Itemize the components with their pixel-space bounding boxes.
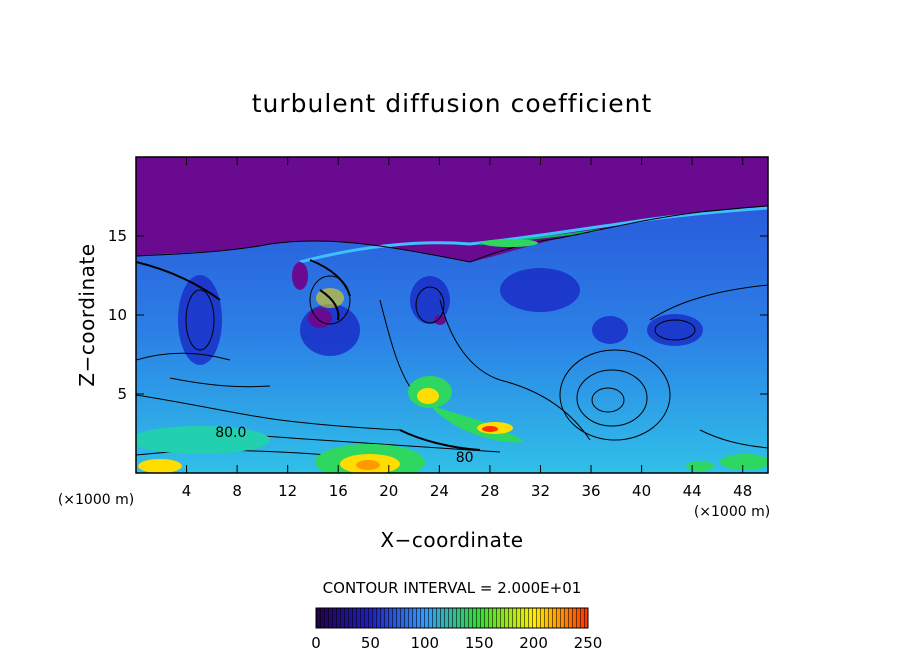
dark-eddies (178, 268, 703, 365)
x-tick-label: 20 (379, 482, 398, 500)
x-axis-ticks: 4 8 12 16 20 24 28 32 36 40 44 48 (182, 157, 752, 500)
x-tick-label: 40 (632, 482, 651, 500)
colorbar-tick-label: 200 (519, 634, 548, 652)
x-tick-label: 4 (182, 482, 192, 500)
x-tick-label: 28 (480, 482, 499, 500)
colorbar-tick-label: 150 (465, 634, 494, 652)
colorbar-ticks: 0 50 100 150 200 250 (311, 634, 602, 652)
y-tick-label: 5 (117, 385, 127, 403)
x-unit-label-right: (×1000 m) (694, 504, 770, 520)
x-tick-label: 16 (329, 482, 348, 500)
x-tick-label: 36 (581, 482, 600, 500)
x-tick-label: 44 (683, 482, 702, 500)
colorbar (315, 607, 589, 629)
colorbar-tick-label: 0 (311, 634, 321, 652)
contour-label: 80 (456, 450, 474, 466)
x-tick-label: 32 (531, 482, 550, 500)
colorbar-tick-label: 250 (574, 634, 603, 652)
contour-interval-text: CONTOUR INTERVAL = 2.000E+01 (323, 579, 582, 597)
contour-labels: 80.0 80 (215, 425, 473, 466)
plot-area (136, 157, 768, 473)
x-unit-label-left: (×1000 m) (58, 492, 134, 508)
chart-title: turbulent diffusion coefficient (252, 89, 653, 118)
colorbar-tick-label: 50 (361, 634, 380, 652)
x-tick-label: 8 (232, 482, 242, 500)
colorbar-tick-label: 100 (410, 634, 439, 652)
y-axis-label: Z−coordinate (75, 243, 99, 386)
x-tick-label: 24 (430, 482, 449, 500)
y-axis-ticks: 5 10 15 (108, 227, 768, 403)
y-tick-label: 15 (108, 227, 127, 245)
x-tick-label: 12 (278, 482, 297, 500)
upper-stable-layer (136, 157, 768, 262)
x-tick-label: 48 (733, 482, 752, 500)
contour-label: 80.0 (215, 425, 246, 441)
high-value-regions (136, 239, 768, 473)
x-axis-label: X−coordinate (380, 528, 523, 552)
y-tick-label: 10 (108, 306, 127, 324)
